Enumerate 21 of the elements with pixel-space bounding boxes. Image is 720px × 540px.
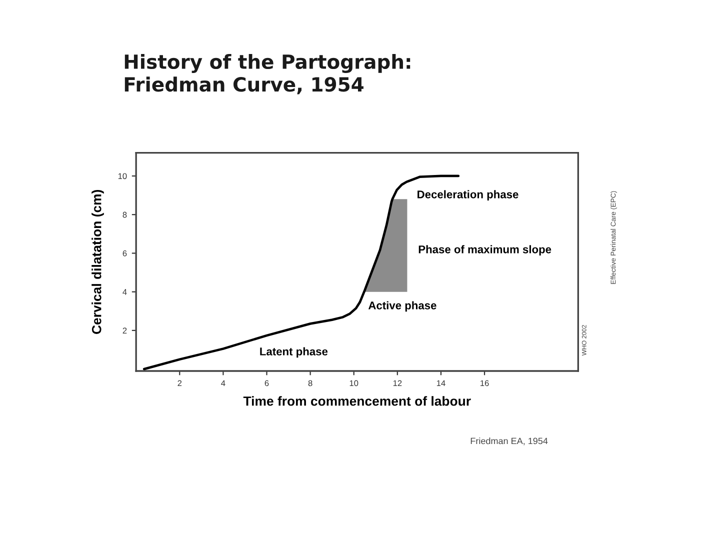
x-tick-label: 8	[308, 380, 312, 386]
annotation: Active phase	[368, 301, 436, 312]
x-tick-label: 10	[350, 380, 358, 386]
x-tick-label: 2	[178, 380, 182, 386]
x-tick-label: 6	[264, 380, 269, 386]
x-axis-title: Time from commencement of labour	[243, 396, 471, 406]
y-tick-label: 10	[118, 173, 127, 180]
annotation: Deceleration phase	[418, 190, 518, 201]
y-axis-title: Cervical dilatation (cm)	[92, 190, 104, 334]
x-tick-label: 12	[393, 380, 402, 386]
x-tick-label: 16	[480, 380, 489, 386]
x-tick-label: 4	[221, 380, 226, 386]
annotation: Phase of maximum slope	[418, 245, 552, 256]
y-tick-label: 8	[122, 212, 127, 218]
chart-title: History of the Partograph: Friedman Curve, 1954	[124, 54, 410, 94]
y-tick-label: 2	[122, 328, 127, 334]
x-tick-label: 14	[436, 380, 446, 386]
annotation: Latent phase	[260, 347, 328, 358]
y-tick-label: 4	[122, 289, 127, 295]
text: Friedman EA, 1954	[470, 438, 548, 446]
y-tick-label: 6	[122, 250, 127, 256]
